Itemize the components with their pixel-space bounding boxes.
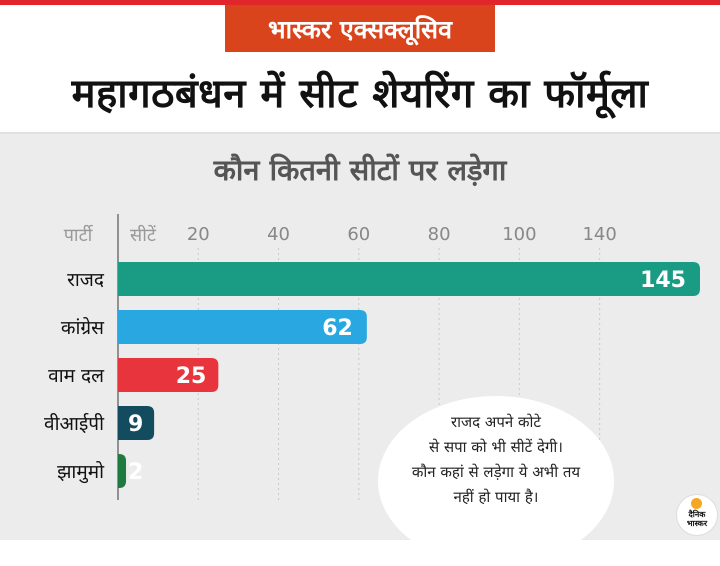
note-line: कौन कहां से लड़ेगा ये अभी तय	[411, 463, 581, 481]
category-label: राजद	[67, 269, 105, 291]
chart-title: कौन कितनी सीटों पर लड़ेगा	[213, 153, 507, 187]
sun-icon	[691, 498, 702, 509]
note-line: से सपा को भी सीटें देगी।	[429, 438, 563, 456]
header-accent-line	[0, 0, 720, 5]
note-line: नहीं हो पाया है।	[453, 488, 539, 506]
header-bar: भास्कर एक्सक्लूसिव महागठबंधन में सीट शेय…	[0, 0, 720, 134]
category-label: वाम दल	[48, 365, 105, 387]
bar	[118, 358, 219, 392]
headline: महागठबंधन में सीट शेयरिंग का फॉर्मूला	[71, 71, 649, 117]
bar	[118, 262, 700, 296]
category-header: पार्टी	[64, 224, 94, 246]
category-label: वीआईपी	[44, 412, 105, 435]
note-bubble	[378, 396, 614, 566]
data-label: 25	[176, 364, 207, 389]
bar	[118, 406, 155, 440]
value-header: सीटें	[130, 224, 157, 246]
bar	[118, 310, 367, 344]
note-line: राजद अपने कोटे	[451, 413, 541, 431]
bar	[118, 454, 127, 488]
data-label: 145	[640, 268, 686, 293]
x-tick-label: 40	[267, 224, 290, 245]
x-tick-label: 80	[428, 224, 451, 245]
data-label: 62	[322, 316, 353, 341]
logo-line-2: भास्कर	[686, 519, 708, 528]
x-tick-label: 100	[502, 224, 536, 245]
note-text: राजद अपने कोटे से सपा को भी सीटें देगी। …	[384, 410, 608, 510]
x-tick-label: 140	[582, 224, 616, 245]
logo-line-1: दैनिक	[688, 510, 706, 519]
data-label: 9	[128, 412, 143, 437]
exclusive-badge: भास्कर एक्सक्लूसिव	[225, 5, 495, 52]
bar-chart: पार्टी सीटें 20 40 60 80 100 140 राजद 145 कांग्रेस…	[44, 214, 700, 500]
x-tick-label: 20	[187, 224, 210, 245]
category-label: कांग्रेस	[61, 316, 105, 339]
x-tick-label: 60	[347, 224, 370, 245]
logo-text: दैनिक भास्कर	[676, 510, 718, 528]
data-label: 2	[128, 460, 143, 485]
category-label: झामुमो	[57, 460, 105, 484]
